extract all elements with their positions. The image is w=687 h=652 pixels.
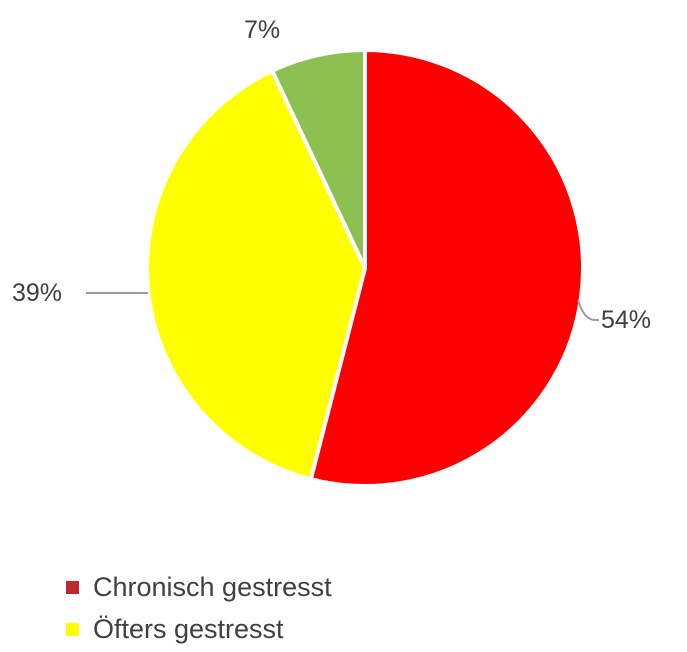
data-label-39: 39% — [12, 279, 62, 307]
legend-item-chronisch: Chronisch gestresst — [66, 566, 332, 608]
pie-chart: 7% 39% 54% — [12, 16, 651, 488]
leader-line-54 — [577, 299, 599, 321]
legend-label: Öfters gestresst — [93, 613, 284, 644]
legend-label: Chronisch gestresst — [93, 571, 332, 602]
pie-slice-54 — [308, 48, 585, 488]
legend: Chronisch gestresst Öfters gestresst — [66, 566, 332, 650]
legend-item-oefters: Öfters gestresst — [66, 608, 332, 650]
legend-swatch-yellow — [66, 622, 79, 636]
pie-slice-39 — [145, 68, 367, 482]
data-label-7: 7% — [244, 16, 280, 44]
data-label-54: 54% — [601, 306, 651, 334]
pie-slice-7 — [270, 48, 367, 270]
pie-slices — [145, 48, 585, 488]
legend-swatch-red — [66, 580, 79, 594]
